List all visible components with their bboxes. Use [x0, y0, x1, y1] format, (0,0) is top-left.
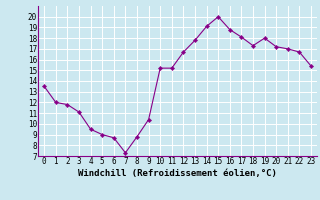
- X-axis label: Windchill (Refroidissement éolien,°C): Windchill (Refroidissement éolien,°C): [78, 169, 277, 178]
